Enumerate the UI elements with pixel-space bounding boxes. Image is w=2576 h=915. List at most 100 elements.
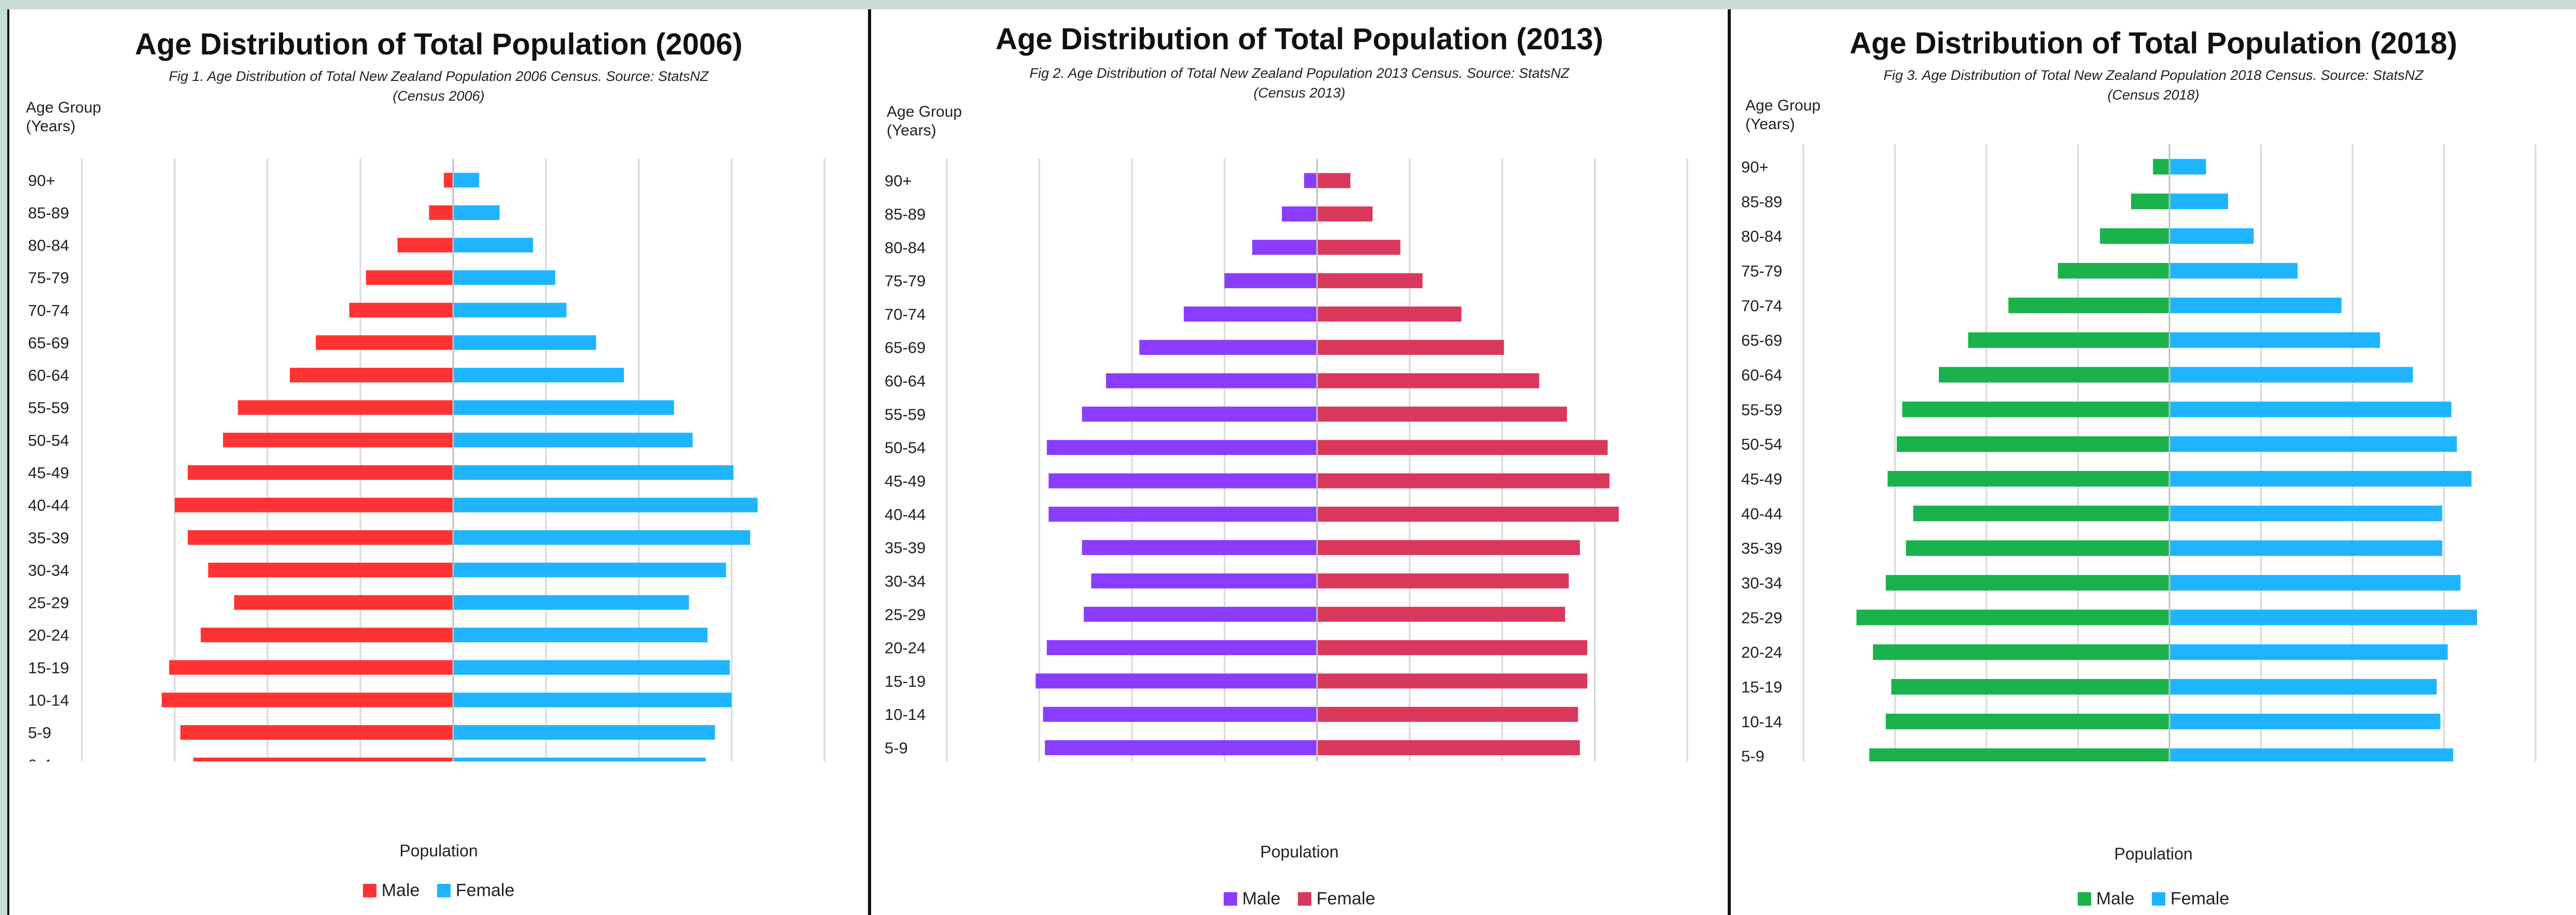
bar-female: [2169, 193, 2228, 210]
y-tick-label: 5-9: [28, 724, 51, 742]
bar-female: [2169, 679, 2437, 695]
y-tick-label: 85-89: [1741, 192, 1782, 211]
y-tick-label: 40-44: [885, 505, 926, 523]
bar-female: [2169, 228, 2254, 244]
bar-female: [1317, 640, 1588, 656]
bar-male: [2057, 262, 2169, 279]
y-tick-label: 35-39: [885, 539, 926, 557]
chart-panel-2006: Age Distribution of Total Population (20…: [7, 9, 870, 915]
bar-female: [453, 173, 480, 188]
bar-female: [1317, 240, 1401, 255]
y-tick-label: 5-9: [1741, 747, 1765, 761]
legend-item-female: Female: [2151, 888, 2230, 909]
y-tick-label: 15-19: [885, 672, 926, 690]
bar-female: [453, 238, 533, 253]
legend-label-female: Female: [2170, 889, 2230, 909]
bar-male: [1885, 575, 2169, 591]
y-tick-label: 55-59: [885, 405, 926, 423]
chart-legend: Male Female: [1731, 888, 2576, 909]
y-tick-label: 60-64: [28, 366, 69, 384]
bar-male: [1913, 505, 2169, 521]
bar-male: [1183, 306, 1317, 322]
chart-title: Age Distribution of Total Population (20…: [135, 27, 743, 61]
bar-male: [208, 562, 453, 577]
bar-female: [453, 660, 730, 675]
bar-male: [397, 238, 453, 253]
bar-male: [349, 302, 453, 317]
chart-caption-source: (Census 2006): [393, 88, 485, 104]
bar-female: [453, 465, 734, 480]
bar-male: [2008, 297, 2169, 313]
legend-item-male: Male: [2077, 888, 2134, 909]
bar-female: [2169, 332, 2380, 348]
chart-legend: Male Female: [9, 880, 868, 901]
y-tick-label: 30-34: [28, 561, 69, 579]
bar-male: [1046, 440, 1317, 455]
y-tick-label: 50-54: [1741, 435, 1782, 453]
y-tick-label: 35-39: [1741, 539, 1782, 558]
y-tick-label: 15-19: [1741, 678, 1782, 696]
bar-female: [2169, 609, 2477, 626]
bar-male: [1082, 406, 1317, 422]
y-tick-label: 40-44: [28, 496, 69, 515]
bar-male: [2099, 228, 2169, 244]
y-tick-label: 5-9: [885, 739, 908, 757]
bar-female: [2169, 540, 2442, 556]
bar-male: [169, 660, 453, 675]
bar-female: [453, 205, 500, 220]
y-tick-label: 70-74: [28, 301, 69, 320]
bar-male: [1897, 436, 2169, 452]
chart-title: Age Distribution of Total Population (20…: [996, 22, 1603, 56]
bar-female: [1317, 573, 1569, 589]
bar-male: [2153, 159, 2169, 175]
legend-item-male: Male: [362, 880, 419, 901]
bar-female: [453, 595, 689, 610]
bar-male: [188, 530, 453, 545]
bar-male: [201, 628, 453, 643]
population-pyramid-2013: 200,000150,000100,00050,000050,000100,00…: [885, 159, 1688, 761]
bar-male: [175, 497, 453, 512]
chart-caption-source: (Census 2013): [1253, 85, 1346, 101]
bar-female: [1317, 606, 1565, 622]
bar-female: [1317, 506, 1619, 522]
y-tick-label: 90+: [885, 172, 912, 190]
bar-male: [1887, 470, 2169, 487]
bar-male: [1891, 679, 2169, 695]
y-tick-label: 75-79: [885, 272, 926, 290]
bar-female: [453, 433, 693, 448]
y-tick-label: 75-79: [1741, 262, 1782, 280]
bar-male: [1869, 748, 2169, 761]
legend-swatch-male: [1223, 892, 1237, 906]
bar-male: [2131, 193, 2169, 210]
bar-female: [453, 530, 750, 545]
y-tick-label: 10-14: [885, 705, 926, 724]
y-tick-label: 25-29: [885, 605, 926, 623]
bar-female: [453, 497, 758, 512]
y-tick-label: 80-84: [28, 237, 69, 255]
y-tick-label: 65-69: [885, 339, 926, 357]
x-axis-label: Population: [1260, 842, 1339, 861]
bar-female: [1317, 306, 1462, 322]
y-tick-label: 55-59: [28, 399, 69, 417]
bar-male: [316, 335, 453, 350]
bar-female: [1317, 473, 1610, 489]
x-axis-label: Population: [399, 841, 478, 860]
chart-caption: Fig 3. Age Distribution of Total New Zea…: [1883, 67, 2424, 83]
legend-swatch-female: [2151, 892, 2165, 906]
y-tick-label: 70-74: [1741, 297, 1782, 315]
y-axis-label-line1: Age Group: [887, 103, 962, 120]
y-tick-label: 20-24: [885, 639, 926, 657]
bar-male: [1224, 273, 1317, 288]
bar-female: [453, 400, 675, 415]
y-axis-label-line2: (Years): [887, 122, 936, 139]
bar-male: [223, 433, 453, 448]
y-axis-label: Age Group (Years): [887, 103, 962, 140]
legend-swatch-male: [362, 884, 376, 898]
bar-female: [2169, 575, 2461, 591]
bar-female: [1317, 740, 1580, 755]
bar-male: [1048, 473, 1317, 489]
bar-female: [1317, 706, 1578, 722]
y-axis-label: Age Group (Years): [1745, 96, 1821, 134]
bar-male: [1139, 340, 1317, 355]
bar-male: [1856, 609, 2169, 626]
